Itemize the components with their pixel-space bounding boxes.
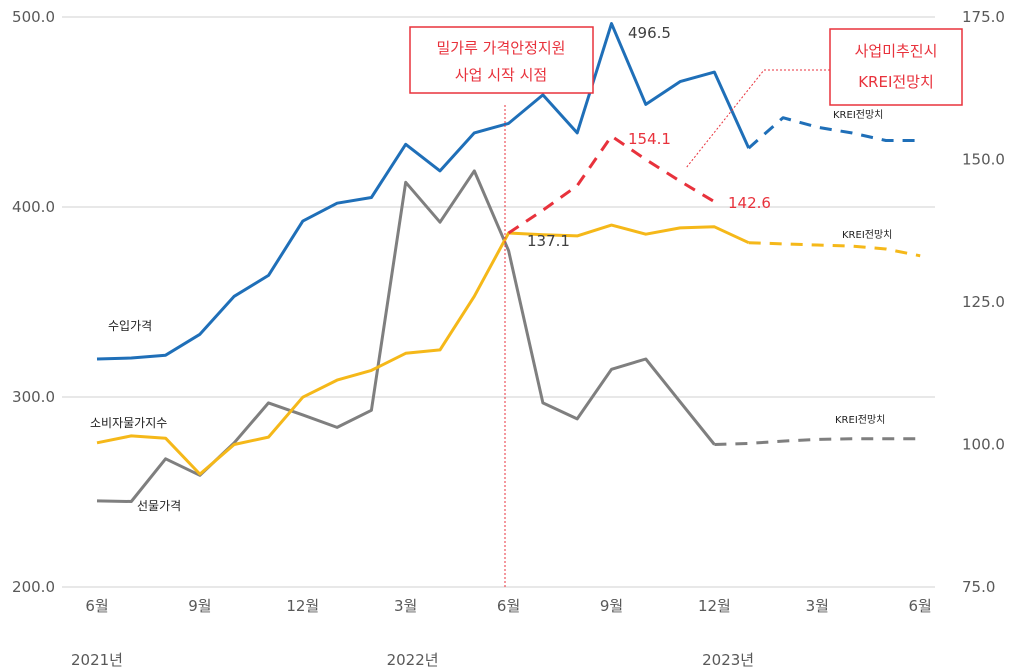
series-label-cpi: 소비자물가지수 [90,416,167,430]
annotation-start-line1: 밀가루 가격안정지원 [437,39,566,57]
x-tick-label: 9월 [600,597,623,615]
x-tick-label: 12월 [698,597,731,615]
forecast-line-import-price [747,116,921,150]
forecast-line-futures-price [714,437,921,446]
annotation-box-start: 밀가루 가격안정지원 사업 시작 시점 [409,26,594,94]
y-right-tick-label: 175.0 [962,8,1005,26]
y-left-tick-label: 500.0 [12,8,55,26]
x-tick-label: 6월 [497,597,520,615]
y-right-tick-label: 75.0 [962,578,995,596]
y-right-tick-label: 150.0 [962,151,1005,169]
annotation-box-no-project: 사업미추진시 KREI전망치 [829,28,963,106]
annotation-start-line2: 사업 시작 시점 [455,66,547,84]
y-right-tick-label: 125.0 [962,293,1005,311]
x-year-label: 2022년 [387,651,439,669]
forecast-label-cpi: KREI전망치 [842,229,892,241]
y-right-tick-label: 100.0 [962,436,1005,454]
annotation-no-project-line1: 사업미추진시 [855,42,938,60]
series-line-import-price [96,22,751,361]
series-line-no-project-forecast [507,134,716,235]
annotation-no-project-line2: KREI전망치 [858,73,934,91]
x-tick-label: 6월 [85,597,108,615]
annotation-leader-line [685,69,830,169]
x-tick-label: 3월 [806,597,829,615]
y-left-tick-label: 300.0 [12,388,55,406]
data-label-154: 154.1 [628,130,671,148]
x-tick-label: 3월 [394,597,417,615]
forecast-line-cpi [748,241,921,258]
data-label-137: 137.1 [527,232,570,250]
x-tick-label: 9월 [188,597,211,615]
series-label-futures: 선물가격 [137,499,181,513]
series-label-import-price: 수입가격 [108,319,152,333]
series-line-futures-price [96,169,716,503]
series-line-cpi [96,223,750,476]
forecast-label-import: KREI전망치 [833,109,883,121]
x-year-label: 2021년 [71,651,123,669]
x-tick-label: 6월 [909,597,932,615]
x-year-label: 2023년 [702,651,754,669]
x-tick-label: 12월 [286,597,319,615]
data-label-142: 142.6 [728,194,771,212]
y-left-tick-label: 400.0 [12,198,55,216]
y-left-tick-label: 200.0 [12,578,55,596]
data-label-496: 496.5 [628,24,671,42]
forecast-label-futures: KREI전망치 [835,414,885,426]
